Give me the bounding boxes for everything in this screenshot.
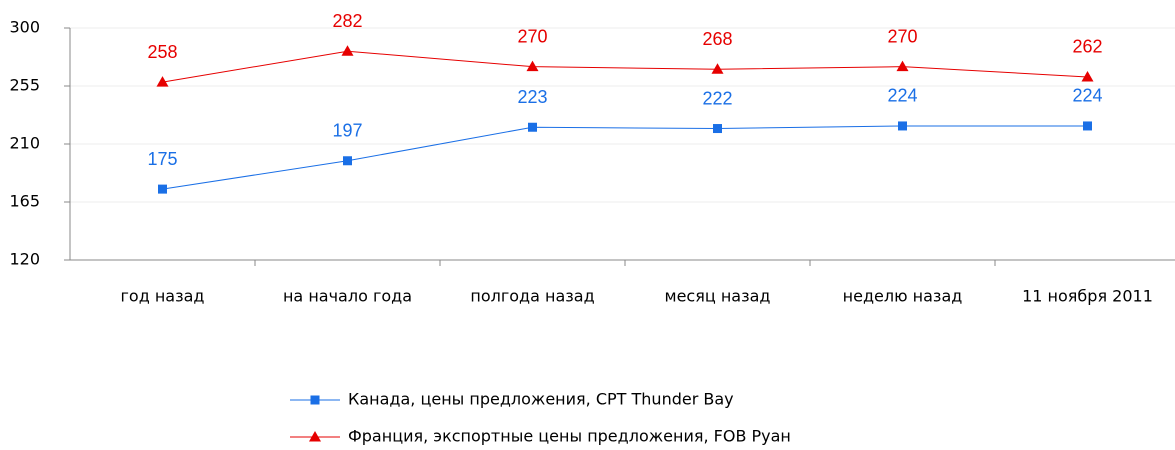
data-label: 268	[702, 29, 732, 49]
legend-label: Франция, экспортные цены предложения, FO…	[348, 427, 791, 446]
data-label: 224	[887, 86, 917, 106]
x-tick-label: месяц назад	[665, 287, 771, 306]
data-label: 282	[332, 11, 362, 31]
legend-marker	[310, 395, 320, 405]
y-tick-label: 255	[9, 76, 40, 95]
x-tick-label: на начало года	[283, 287, 412, 306]
legend-label: Канада, цены предложения, CPT Thunder Ba…	[348, 390, 734, 409]
data-point	[158, 184, 167, 194]
data-label: 258	[147, 42, 177, 62]
data-label: 197	[332, 121, 362, 141]
y-tick-label: 165	[9, 192, 40, 211]
legend-marker	[309, 431, 321, 442]
data-point	[1081, 70, 1094, 82]
data-point	[898, 121, 907, 131]
data-label: 222	[702, 88, 732, 108]
x-tick-label: год назад	[121, 287, 205, 306]
data-label: 175	[147, 149, 177, 169]
data-label: 270	[887, 26, 917, 46]
y-tick-label: 300	[9, 18, 40, 37]
series-line	[162, 125, 1088, 190]
data-label: 223	[517, 87, 547, 107]
data-label: 270	[517, 26, 547, 46]
y-tick-label: 120	[9, 250, 40, 269]
data-point	[343, 156, 352, 166]
data-point	[713, 124, 722, 134]
data-point	[526, 60, 539, 72]
data-point	[1083, 121, 1092, 131]
data-label: 224	[1072, 86, 1102, 106]
data-point	[711, 63, 724, 74]
data-label: 262	[1072, 37, 1102, 57]
data-point	[896, 60, 909, 72]
series-line	[162, 50, 1088, 83]
x-tick-label: 11 ноября 2011	[1022, 287, 1153, 306]
data-point	[528, 122, 537, 132]
data-point	[156, 76, 169, 87]
x-tick-label: полгода назад	[470, 287, 594, 306]
x-tick-label: неделю назад	[843, 287, 963, 306]
data-point	[341, 45, 354, 56]
y-tick-label: 210	[9, 134, 40, 153]
